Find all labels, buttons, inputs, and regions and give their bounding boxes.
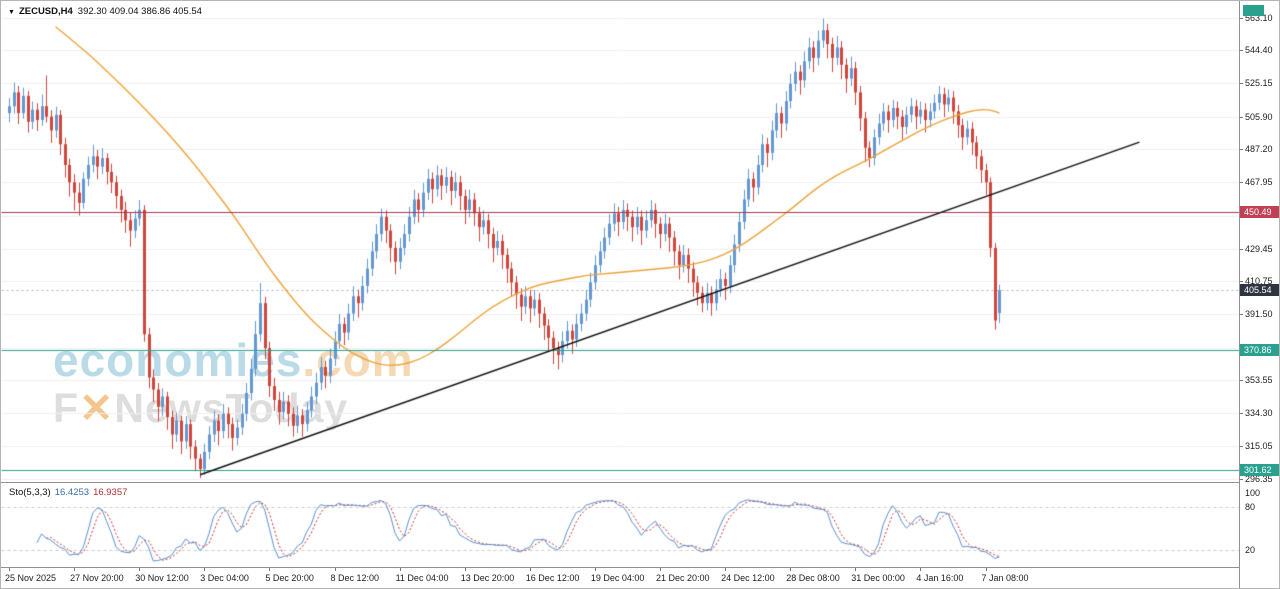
time-tick-mark [920, 568, 921, 571]
price-line-label: 301.62 [1240, 463, 1279, 476]
price-tick-mark [1240, 149, 1243, 150]
symbol-dropdown-icon[interactable]: ▼ [8, 9, 15, 16]
indicator-tick-label: 20 [1245, 545, 1256, 556]
time-tick-label: 8 Dec 12:00 [330, 573, 380, 583]
panel-separator-main[interactable] [1, 482, 1279, 483]
time-tick-label: 4 Jan 16:00 [916, 573, 964, 583]
price-axis[interactable]: 563.10 544.40 525.15 505.90 487.20 467.95 429.… [1239, 1, 1279, 588]
time-tick-mark [790, 568, 791, 571]
time-tick-mark [335, 568, 336, 571]
time-tick-label: 7 Jan 08:00 [981, 573, 1029, 583]
price-tick-label: 563.10 [1245, 12, 1273, 23]
price-tick-label: 334.30 [1245, 408, 1273, 419]
time-tick-label: 21 Dec 20:00 [656, 573, 710, 583]
price-tick-label: 410.75 [1245, 276, 1273, 287]
time-tick-mark [204, 568, 205, 571]
time-tick-mark [269, 568, 270, 571]
time-tick-mark [74, 568, 75, 571]
indicator-label: Sto(5,3,3) 16.4253 16.9357 [9, 487, 127, 498]
symbol-title: ZECUSD,H4 [18, 6, 73, 17]
price-line-label: 370.86 [1240, 344, 1279, 357]
price-tick-label: 525.15 [1245, 78, 1273, 89]
indicator-value-d: 16.9357 [93, 487, 128, 498]
price-tick-mark [1240, 83, 1243, 84]
indicator-value-k: 16.4253 [54, 487, 90, 498]
time-tick-label: 11 Dec 04:00 [395, 573, 449, 583]
time-tick-label: 24 Dec 12:00 [721, 573, 775, 583]
price-line-label: 450.49 [1240, 206, 1279, 219]
time-tick-mark [9, 568, 10, 571]
price-tick-label: 544.40 [1245, 45, 1273, 56]
time-tick-label: 31 Dec 00:00 [851, 573, 905, 583]
price-tick-mark [1240, 380, 1243, 381]
time-tick-mark [530, 568, 531, 571]
time-tick-label: 28 Dec 08:00 [786, 573, 840, 583]
price-tick-mark [1240, 446, 1243, 447]
time-tick-mark [986, 568, 987, 571]
price-tick-label: 391.50 [1245, 309, 1273, 320]
time-tick-label: 19 Dec 04:00 [590, 573, 645, 583]
time-tick-label: 13 Dec 20:00 [460, 573, 515, 583]
price-tick-label: 353.55 [1245, 374, 1273, 385]
time-tick-mark [725, 568, 726, 571]
time-tick-mark [855, 568, 856, 571]
indicator-tick-label: 100 [1245, 487, 1261, 498]
price-tick-mark [1240, 413, 1243, 414]
time-tick-mark [660, 568, 661, 571]
price-tick-mark [1240, 249, 1243, 250]
price-tick-label: 505.90 [1245, 111, 1273, 122]
price-tick-mark [1240, 182, 1243, 183]
price-tick-label: 296.35 [1245, 473, 1273, 484]
price-tick-mark [1240, 18, 1243, 19]
price-tick-mark [1240, 281, 1243, 282]
time-tick-label: 5 Dec 20:00 [265, 573, 314, 583]
symbol-ohlc: 392.30 409.04 386.86 405.54 [77, 6, 202, 17]
time-tick-mark [595, 568, 596, 571]
symbol-info: ▼ ZECUSD,H4 392.30 409.04 386.86 405.54 [8, 6, 202, 17]
price-tick-mark [1240, 479, 1243, 480]
indicator-tick-label: 80 [1245, 502, 1256, 513]
time-tick-label: 30 Nov 12:00 [135, 573, 189, 583]
price-tick-label: 429.45 [1245, 243, 1273, 254]
time-tick-label: 3 Dec 04:00 [200, 573, 249, 583]
price-tick-label: 467.95 [1245, 177, 1273, 188]
time-tick-label: 27 Nov 20:00 [70, 573, 124, 583]
time-tick-mark [400, 568, 401, 571]
price-line-label: 405.54 [1240, 284, 1279, 297]
price-tick-label: 487.20 [1245, 144, 1273, 155]
time-tick-mark [465, 568, 466, 571]
indicator-name: Sto(5,3,3) [9, 487, 51, 498]
price-tick-mark [1240, 117, 1243, 118]
panel-separator-sub[interactable] [1, 567, 1279, 568]
time-tick-label: 25 Nov 2025 [5, 573, 57, 583]
time-tick-label: 16 Dec 12:00 [525, 573, 580, 583]
chart-plot-area[interactable] [1, 1, 1239, 568]
price-tick-mark [1240, 314, 1243, 315]
clipped-price-label [1243, 5, 1264, 16]
time-tick-mark [139, 568, 140, 571]
price-tick-mark [1240, 50, 1243, 51]
price-tick-label: 315.05 [1245, 441, 1273, 452]
time-axis[interactable]: 25 Nov 2025 27 Nov 20:00 30 Nov 12:00 3 Dec… [1, 568, 1239, 588]
